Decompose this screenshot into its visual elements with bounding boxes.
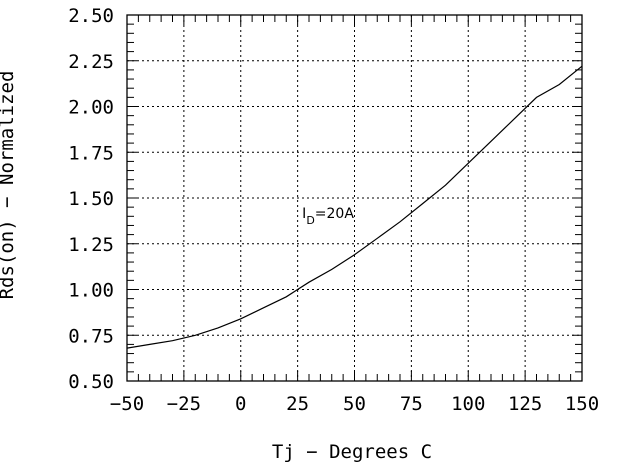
annotation-subscript: D bbox=[306, 214, 314, 227]
plot-frame bbox=[126, 14, 583, 382]
y-tick-label: 1.00 bbox=[68, 280, 114, 302]
x-axis-label: Tj − Degrees C bbox=[272, 441, 432, 463]
y-tick-labels: 0.50 0.75 1.00 1.25 1.50 1.75 2.00 2.25 2.50 bbox=[68, 5, 114, 393]
y-tick-label: 0.50 bbox=[68, 371, 114, 393]
x-tick-label: 25 bbox=[286, 393, 309, 415]
y-tick-label: 2.00 bbox=[68, 97, 114, 119]
x-tick-label: 50 bbox=[343, 393, 366, 415]
x-tick-label: 100 bbox=[451, 393, 485, 415]
x-tick-labels: −50 −25 0 25 50 75 100 125 150 bbox=[110, 393, 599, 415]
y-tick-label: 1.25 bbox=[68, 234, 114, 256]
ticks bbox=[126, 14, 583, 382]
annotation-value: =20A bbox=[315, 206, 355, 222]
y-tick-label: 0.75 bbox=[68, 325, 114, 347]
y-axis-label: Rds(on) − Normalized bbox=[0, 71, 18, 300]
y-tick-label: 2.50 bbox=[68, 5, 114, 27]
annotation-label: ID=20A bbox=[302, 206, 354, 227]
x-tick-label: 150 bbox=[565, 393, 599, 415]
rds-on-curve bbox=[126, 65, 583, 349]
grid bbox=[127, 15, 582, 381]
x-tick-label: 125 bbox=[508, 393, 542, 415]
x-tick-label: −50 bbox=[110, 393, 144, 415]
annotation-symbol: I bbox=[302, 206, 306, 222]
y-tick-label: 2.25 bbox=[68, 51, 114, 73]
x-tick-label: 75 bbox=[400, 393, 423, 415]
x-tick-label: 0 bbox=[235, 393, 246, 415]
y-tick-label: 1.75 bbox=[68, 142, 114, 164]
x-tick-label: −25 bbox=[167, 393, 201, 415]
y-tick-label: 1.50 bbox=[68, 188, 114, 210]
